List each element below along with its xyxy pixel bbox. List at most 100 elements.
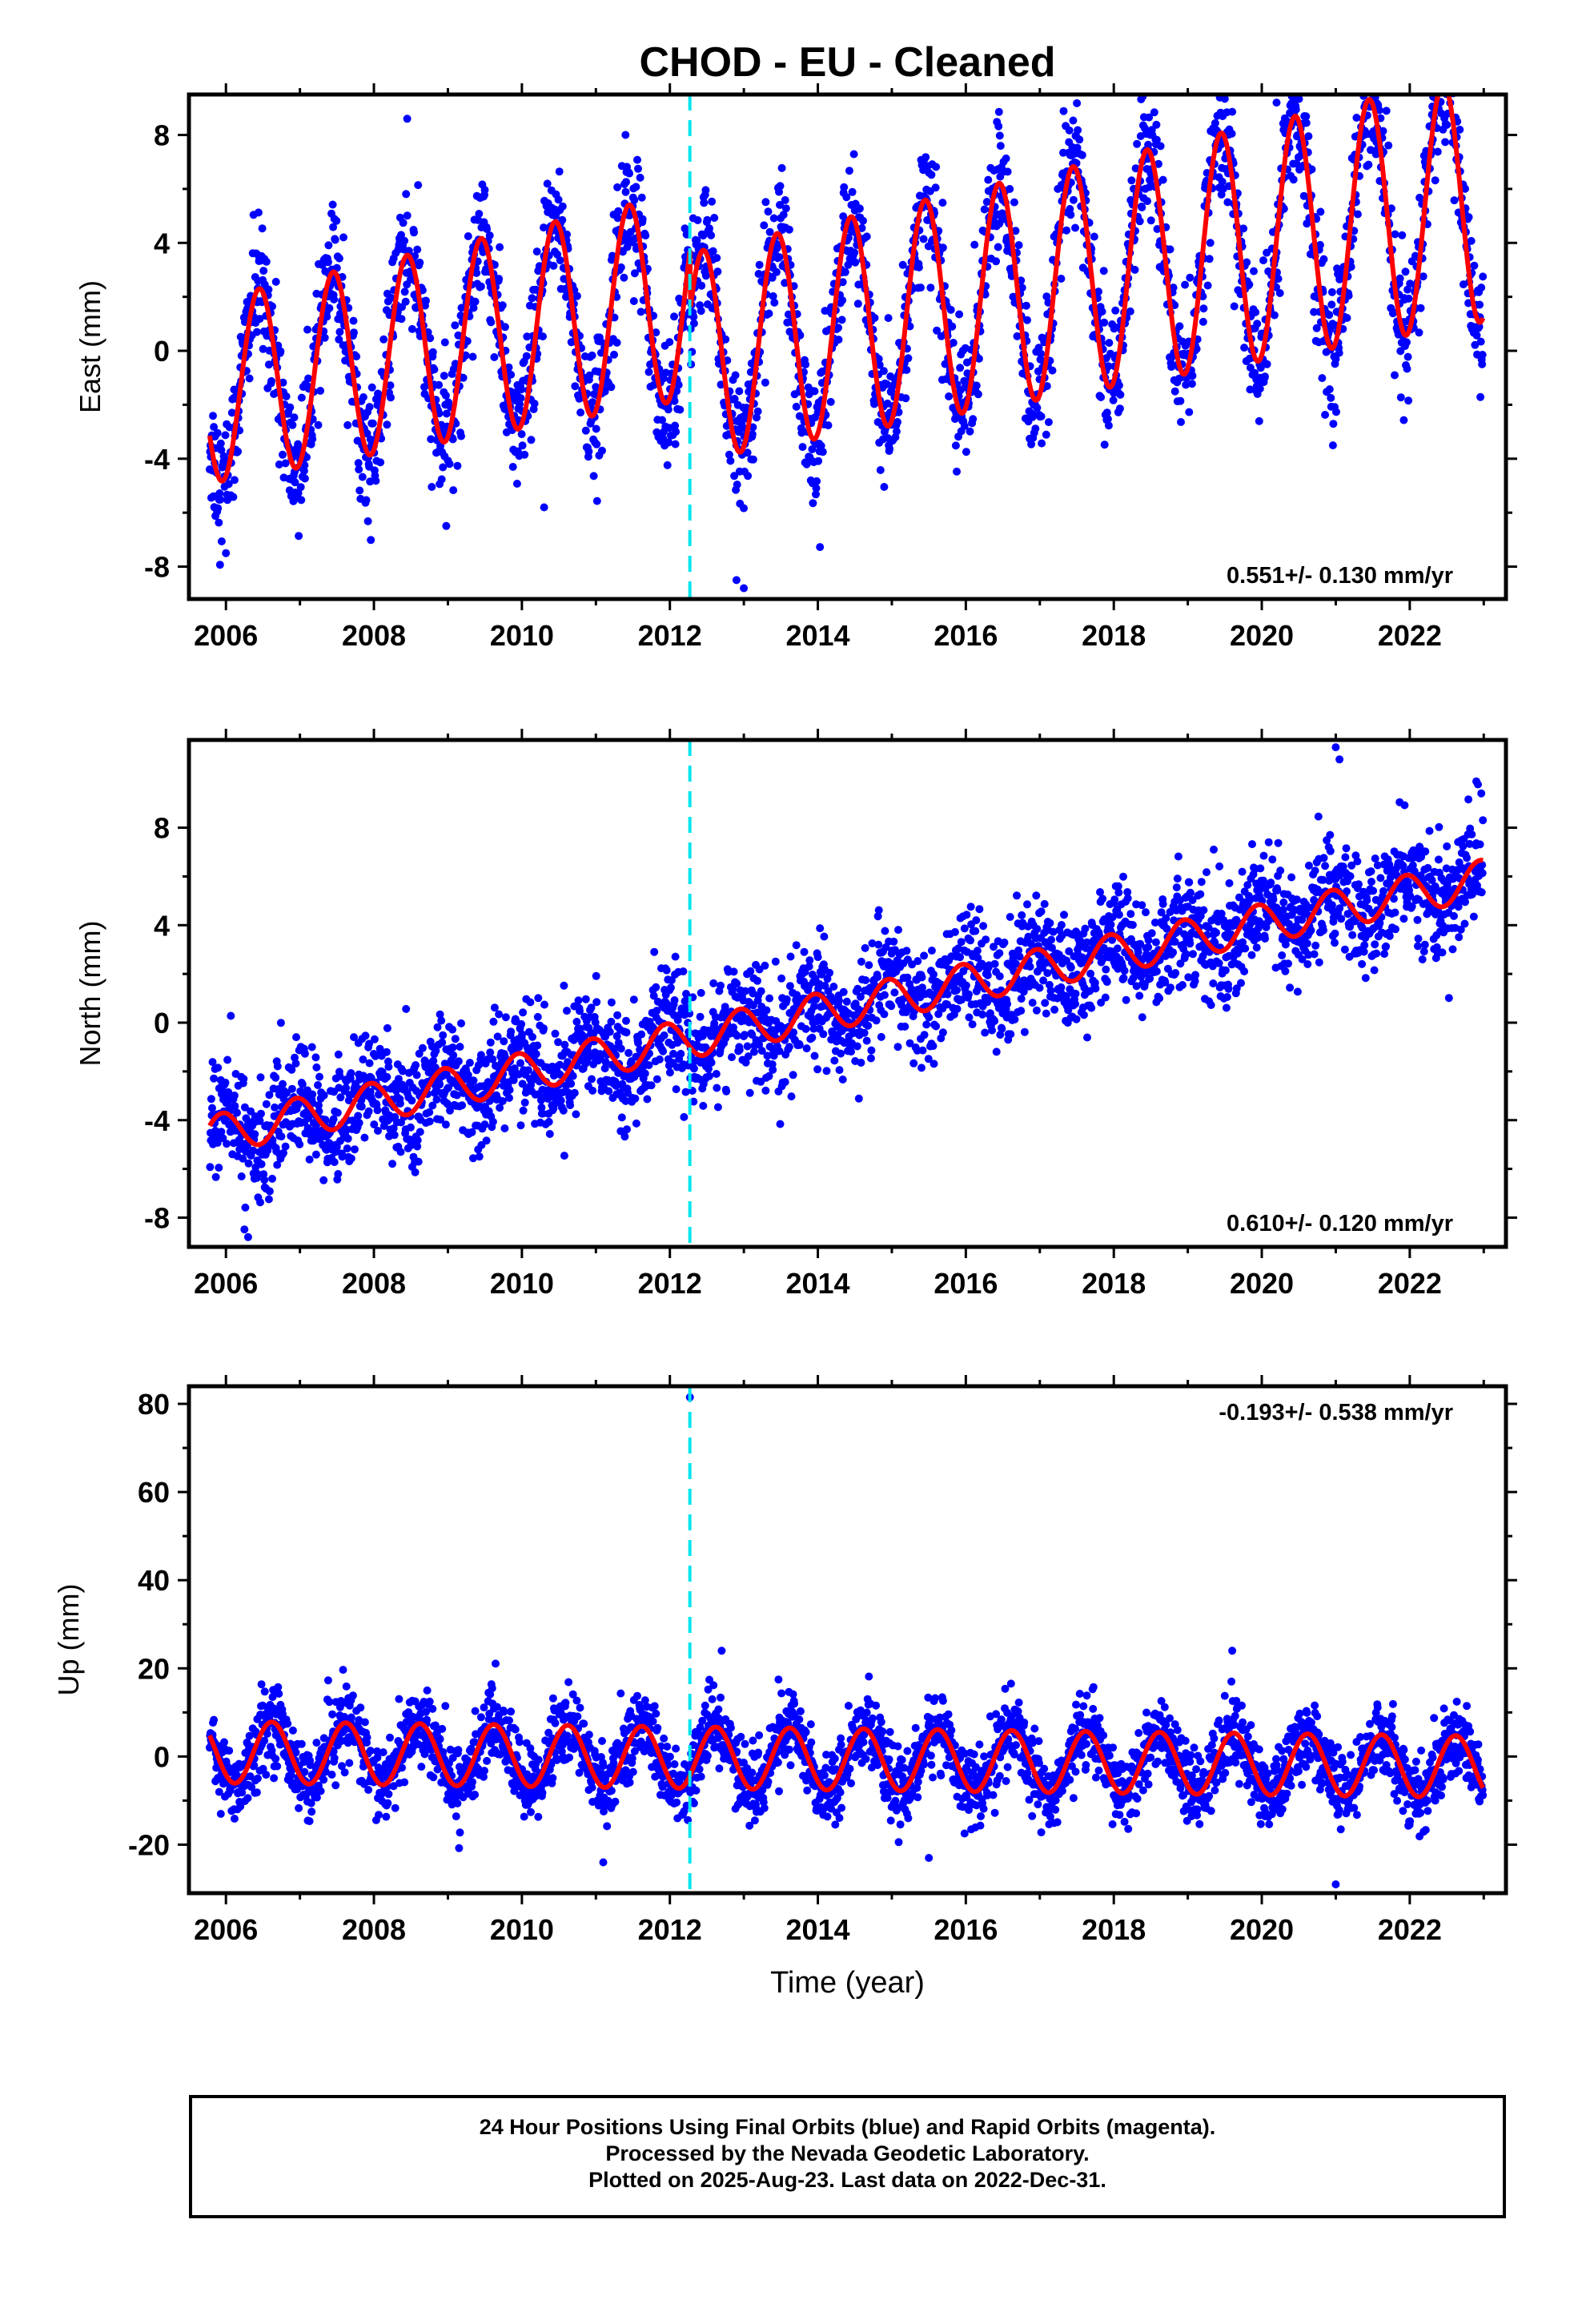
data-point [352, 352, 361, 361]
data-point [995, 972, 1004, 981]
data-point [676, 405, 685, 414]
data-point [919, 235, 928, 243]
data-point [898, 260, 907, 269]
data-point [771, 957, 780, 966]
data-point [1358, 78, 1366, 86]
data-point [256, 1198, 264, 1207]
data-point [558, 202, 567, 211]
outlier-point [222, 549, 231, 557]
data-point [892, 427, 901, 436]
data-point [994, 122, 1003, 131]
data-point [927, 947, 936, 955]
data-point [701, 271, 710, 280]
data-point [1105, 339, 1114, 348]
data-point [617, 1113, 626, 1122]
data-point [838, 296, 847, 304]
data-point [825, 968, 834, 977]
data-point [842, 997, 851, 1006]
data-point [1347, 263, 1355, 271]
data-point [275, 460, 283, 468]
data-point [319, 1176, 328, 1184]
data-point [468, 352, 477, 361]
data-point [932, 163, 941, 171]
data-point [889, 937, 898, 946]
data-point [314, 1081, 322, 1089]
data-point [660, 1031, 669, 1039]
data-point [1170, 387, 1179, 396]
data-point [1223, 198, 1232, 207]
data-point [795, 1040, 804, 1049]
data-point [347, 1069, 355, 1077]
data-point [458, 1101, 467, 1110]
data-point [572, 1110, 580, 1119]
data-point [406, 1123, 415, 1132]
data-point [241, 1203, 250, 1212]
data-point [623, 1125, 631, 1134]
data-point [1289, 175, 1298, 184]
data-point [581, 995, 590, 1003]
data-point [731, 371, 740, 380]
data-point [556, 1096, 565, 1105]
data-point [1182, 380, 1191, 389]
data-point [853, 300, 862, 308]
data-point [1069, 116, 1078, 125]
data-point [1192, 344, 1201, 353]
data-point [625, 169, 634, 178]
data-point [311, 1053, 320, 1062]
data-point [365, 403, 374, 412]
data-point [244, 1159, 253, 1168]
data-point [1259, 256, 1267, 265]
data-point [874, 940, 883, 949]
data-point [1383, 86, 1391, 94]
data-point [629, 995, 638, 1004]
data-point [230, 1092, 239, 1100]
data-point [528, 294, 536, 303]
data-point [1130, 265, 1139, 274]
data-point [560, 981, 568, 990]
data-point [880, 483, 889, 491]
data-point [753, 976, 761, 985]
data-point [1431, 176, 1439, 185]
data-point [816, 924, 825, 933]
data-point [786, 952, 795, 961]
data-point [697, 281, 706, 290]
data-point [918, 1046, 927, 1055]
data-point [665, 438, 673, 447]
data-point [925, 1013, 934, 1022]
data-point [512, 480, 521, 488]
data-point [608, 251, 616, 260]
data-point [1476, 337, 1485, 346]
data-point [1188, 372, 1197, 380]
data-point [632, 1119, 640, 1128]
data-point [216, 495, 225, 504]
x-tick-label: 2008 [342, 619, 406, 652]
data-point [262, 1100, 271, 1108]
data-point [225, 423, 234, 432]
data-point [1186, 273, 1195, 282]
data-point [1041, 999, 1050, 1007]
data-point [894, 926, 902, 935]
data-point [425, 1117, 434, 1126]
data-point [1307, 165, 1316, 174]
data-point [522, 352, 531, 360]
data-point [1316, 207, 1325, 216]
data-point [279, 378, 287, 387]
data-point [1251, 368, 1259, 377]
data-point [1175, 322, 1184, 331]
data-point [881, 927, 889, 935]
data-point [1176, 396, 1185, 405]
data-point [1138, 203, 1146, 211]
data-point [621, 187, 630, 196]
data-point [1391, 371, 1399, 380]
data-point [1099, 267, 1108, 275]
panel-1: 2006 2008 2010 2012 2014 2016 2018 2020 2022840-… [74, 78, 1517, 652]
data-point [1059, 107, 1068, 115]
data-point [483, 225, 492, 233]
data-points [205, 78, 1488, 593]
data-point [1002, 154, 1010, 163]
data-point [1065, 126, 1074, 135]
data-point [1029, 410, 1038, 419]
data-point [581, 426, 590, 435]
data-point [1146, 216, 1155, 225]
data-point [516, 1059, 524, 1068]
